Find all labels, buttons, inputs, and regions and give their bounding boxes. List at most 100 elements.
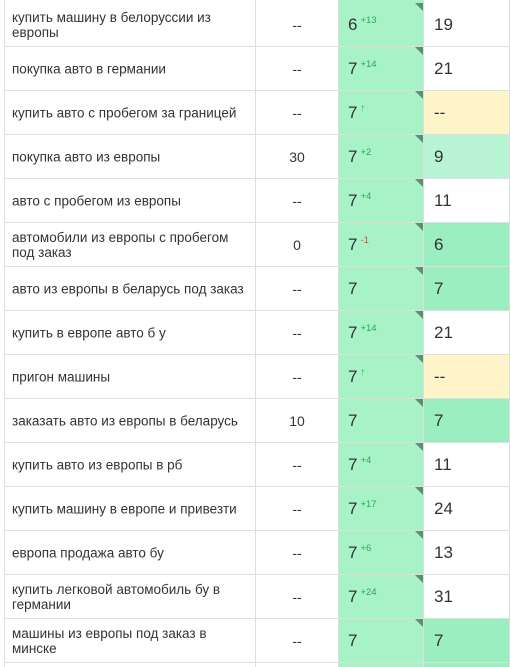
keyword-text: купить машину в европе и привезти [12,501,237,516]
volume-cell: -- [255,443,338,487]
position-value: 7 [348,631,360,651]
table-row[interactable]: машины из европы под заказ в минске -- 7 7 [4,619,510,663]
position-cell[interactable]: 7 +14 [338,311,423,355]
corner-marker-icon [415,531,423,539]
position-value: 7 -1 [348,235,369,255]
position-delta: +24 [360,586,377,598]
position-cell[interactable]: 7 +2 [338,135,423,179]
corner-marker-icon [415,223,423,231]
position-cell[interactable]: 7 ↑ [338,91,423,135]
volume-value: -- [292,60,302,77]
position-number: 7 [348,366,358,386]
keyword-cell: купить легковой автомобиль бу в германии [4,575,255,619]
keyword-text: заказать авто из европы в беларусь [12,413,238,428]
position-value: 7 +4 [348,191,371,211]
position-cell[interactable]: 7 [338,399,423,443]
table-row[interactable]: купить авто с пробегом за границей -- 7 ↑ -- [4,91,510,135]
keyword-text: купить авто с пробегом за границей [12,105,237,120]
keyword-cell: купить машину в европе и привезти [4,487,255,531]
volume-value: -- [292,588,302,605]
position-delta: +2 [360,146,372,158]
table-row[interactable]: автомобили из европы с пробегом под зака… [4,223,510,267]
previous-position-cell: 7 [423,267,510,311]
keyword-text: авто из европы в беларусь под заказ [12,281,244,296]
previous-position-value: 7 [434,278,444,298]
keyword-cell: автомобили из европы с пробегом под зака… [4,223,255,267]
position-cell[interactable]: 7 +17 [338,487,423,531]
previous-position-value: 9 [434,146,444,166]
previous-position-cell: 7 [423,399,510,443]
position-value: 7 +2 [348,147,371,167]
table-row[interactable]: авто с пробегом из европы -- 7 +4 11 [4,179,510,223]
table-row[interactable]: покупка авто в германии -- 7 +14 21 [4,47,510,91]
previous-position-cell: -- [423,91,510,135]
table-row[interactable]: покупка авто из европы 30 7 +2 9 [4,135,510,179]
position-value: 7 ↑ [348,103,365,123]
keyword-text: пригон машины [12,369,111,384]
table-row[interactable]: купить машину в белоруссии из европы -- 6 +… [4,3,510,47]
table-row[interactable]: купить легковой автомобиль бу в германии… [4,575,510,619]
position-cell[interactable]: 7 +4 [338,443,423,487]
volume-value: -- [292,16,302,33]
previous-position-value: -- [434,366,446,386]
volume-value: 10 [289,412,305,429]
volume-value: -- [292,456,302,473]
position-number: 7 [348,190,358,210]
position-value: 7 +6 [348,543,371,563]
keyword-cell: покупка авто в германии [4,47,255,91]
volume-cell: -- [255,487,338,531]
position-value: 7 ↑ [348,367,365,387]
volume-value: -- [292,500,302,517]
keyword-cell: купить машину в белоруссии из европы [4,3,255,47]
keyword-cell: покупка авто из европы [4,135,255,179]
volume-cell: -- [255,619,338,663]
previous-position-value: 7 [434,630,444,650]
position-cell[interactable]: 7 [338,619,423,663]
volume-value: -- [292,280,302,297]
previous-position-cell: 21 [423,311,510,355]
position-cell[interactable]: 7 +24 [338,575,423,619]
position-value: 7 +4 [348,455,371,475]
table-row[interactable]: пригон машины -- 7 ↑ -- [4,355,510,399]
keyword-cell: авто с пробегом из европы [4,179,255,223]
position-cell[interactable]: 7 [338,267,423,311]
volume-cell: -- [255,355,338,399]
keyword-text: купить машину в белоруссии из европы [12,9,211,40]
table-row[interactable]: авто из европы в беларусь под заказ -- 7 7 [4,267,510,311]
volume-cell: 0 [255,223,338,267]
keyword-text: купить авто из европы в рб [12,457,183,472]
position-cell[interactable]: 7 -1 [338,223,423,267]
position-value: 7 +14 [348,323,377,343]
table-row[interactable]: европа продажа авто бу -- 7 +6 13 [4,531,510,575]
keyword-cell: купить в европе авто б у [4,311,255,355]
position-delta: +4 [360,454,372,466]
position-cell[interactable]: 7 +4 [338,179,423,223]
keyword-text: автомобили из европы с пробегом под зака… [12,229,229,260]
position-cell[interactable]: 7 ↑ [338,355,423,399]
previous-position-value: 7 [434,410,444,430]
position-cell[interactable]: 7 +14 [338,47,423,91]
volume-cell: 30 [255,135,338,179]
previous-position-value: -- [434,102,446,122]
table-row[interactable]: купить авто из европы в рб -- 7 +4 11 [4,443,510,487]
position-cell[interactable]: 7 +6 [338,531,423,575]
previous-position-cell: -- [423,355,510,399]
table-row[interactable]: купить в европе авто б у -- 7 +14 21 [4,311,510,355]
table-row[interactable]: заказать авто из европы в беларусь 10 7 7 [4,399,510,443]
corner-marker-icon [415,443,423,451]
keyword-cell: пригон машины [4,355,255,399]
corner-marker-icon [415,311,423,319]
previous-position-value: 6 [434,234,444,254]
position-cell[interactable]: 6 +13 [338,3,423,47]
previous-position-cell: 11 [423,443,510,487]
position-number: 7 [348,542,358,562]
table-row[interactable]: купить машину в европе и привезти -- 7 +17 2… [4,487,510,531]
corner-marker-icon [415,267,423,275]
position-delta: +14 [360,58,377,70]
volume-value: -- [292,192,302,209]
volume-value: -- [292,632,302,649]
position-delta: +17 [360,498,377,510]
position-value: 7 +24 [348,587,377,607]
table-top-edge [4,0,510,3]
previous-position-cell: 13 [423,531,510,575]
